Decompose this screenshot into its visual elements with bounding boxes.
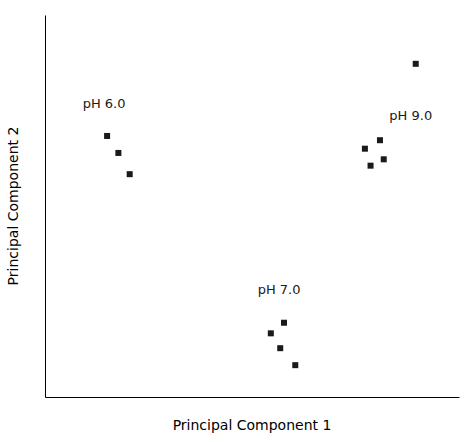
point (368, 163, 374, 169)
x-axis (46, 397, 460, 398)
point (413, 61, 419, 67)
point (268, 330, 274, 336)
point (104, 133, 110, 139)
point (277, 345, 283, 351)
annotation: pH 7.0 (258, 282, 301, 297)
x-axis-title: Principal Component 1 (173, 417, 332, 433)
point (362, 146, 368, 152)
annotation: pH 9.0 (389, 108, 432, 123)
point (381, 156, 387, 162)
chart: pH 6.0 pH 7.0 pH 9.0 Principal Component 1 P… (0, 0, 474, 442)
point (127, 171, 133, 177)
point (377, 137, 383, 143)
plot: pH 6.0 pH 7.0 pH 9.0 (46, 16, 460, 398)
point (281, 320, 287, 326)
y-axis (45, 16, 46, 398)
y-axis-title: Principal Component 2 (5, 127, 21, 286)
x-axis-line (46, 397, 460, 398)
points (104, 61, 419, 368)
point (292, 362, 298, 368)
point (115, 150, 121, 156)
y-axis-line (45, 16, 46, 398)
annotations: pH 6.0 pH 7.0 pH 9.0 (83, 96, 433, 298)
series (268, 320, 298, 368)
series (104, 133, 133, 177)
annotation: pH 6.0 (83, 96, 126, 111)
